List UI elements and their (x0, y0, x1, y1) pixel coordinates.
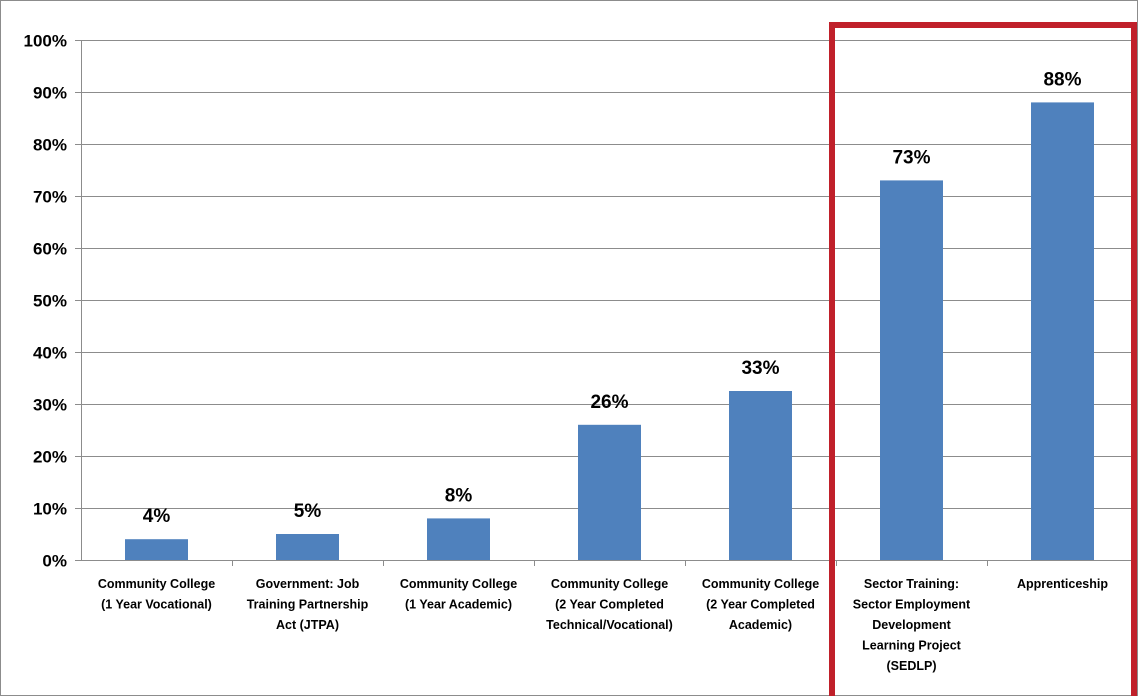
category-label-line: Academic) (729, 618, 792, 632)
highlight-rectangle (829, 22, 1137, 696)
category-label: Community College (1 Year Academic) (400, 577, 517, 612)
category-label-line: Development (872, 618, 951, 632)
category-label-line: Act (JTPA) (276, 618, 339, 632)
y-tick-label: 40% (33, 344, 67, 363)
bar (880, 180, 943, 560)
category-label-line: Community College (98, 577, 215, 591)
data-label: 73% (892, 147, 930, 168)
y-tick-label: 60% (33, 240, 67, 259)
data-label: 33% (741, 358, 779, 379)
bar (427, 518, 490, 560)
y-tick-label: 70% (33, 188, 67, 207)
category-label-line: Community College (400, 577, 517, 591)
axes (75, 40, 1138, 566)
data-label: 26% (590, 392, 628, 413)
bar (125, 539, 188, 560)
category-label-line: Community College (702, 577, 819, 591)
category-label: Community College (2 Year Completed Techni… (546, 577, 673, 632)
highlight-box (829, 22, 1137, 696)
category-label-line: Government: Job (256, 577, 360, 591)
y-tick-label: 90% (33, 84, 67, 103)
y-tick-label: 100% (24, 32, 67, 51)
data-labels: 4% 5% 8% 26% 33% 73% 88% (143, 69, 1082, 527)
category-label-line: Training Partnership (247, 598, 369, 612)
y-tick-label: 0% (42, 552, 67, 571)
data-label: 8% (445, 485, 473, 506)
category-label-line: Sector Training: (864, 577, 959, 591)
data-label: 4% (143, 506, 171, 527)
category-label-line: (1 Year Vocational) (101, 598, 212, 612)
category-label: Community College (2 Year Completed Academ… (702, 577, 819, 632)
category-label-line: (2 Year Completed (555, 598, 664, 612)
category-label: Community College (1 Year Vocational) (98, 577, 215, 612)
category-label: Sector Training: Sector Employment Develop… (853, 577, 971, 673)
category-label-line: (2 Year Completed (706, 598, 815, 612)
gridlines (81, 40, 1138, 509)
category-label-line: Technical/Vocational) (546, 618, 673, 632)
bar (729, 391, 792, 560)
category-labels: Community College (1 Year Vocational) Gove… (98, 577, 1109, 673)
data-label: 5% (294, 501, 322, 522)
category-label-line: Sector Employment (853, 598, 971, 612)
category-label: Apprenticeship (1017, 577, 1108, 591)
category-label-line: Apprenticeship (1017, 577, 1108, 591)
bar (578, 424, 641, 560)
bar (1031, 102, 1094, 561)
y-tick-label: 10% (33, 500, 67, 519)
y-tick-label: 20% (33, 448, 67, 467)
y-tick-label: 50% (33, 292, 67, 311)
category-label-line: (SEDLP) (887, 659, 937, 673)
category-label-line: Community College (551, 577, 668, 591)
category-label-line: (1 Year Academic) (405, 598, 512, 612)
bars (125, 102, 1094, 561)
bar (276, 534, 339, 560)
category-label: Government: Job Training Partnership Act (… (247, 577, 369, 632)
y-tick-labels: 0% 10% 20% 30% 40% 50% 60% 70% 80% 90% 100% (24, 32, 67, 571)
y-tick-label: 80% (33, 136, 67, 155)
y-tick-label: 30% (33, 396, 67, 415)
category-label-line: Learning Project (862, 639, 961, 653)
data-label: 88% (1043, 69, 1081, 90)
